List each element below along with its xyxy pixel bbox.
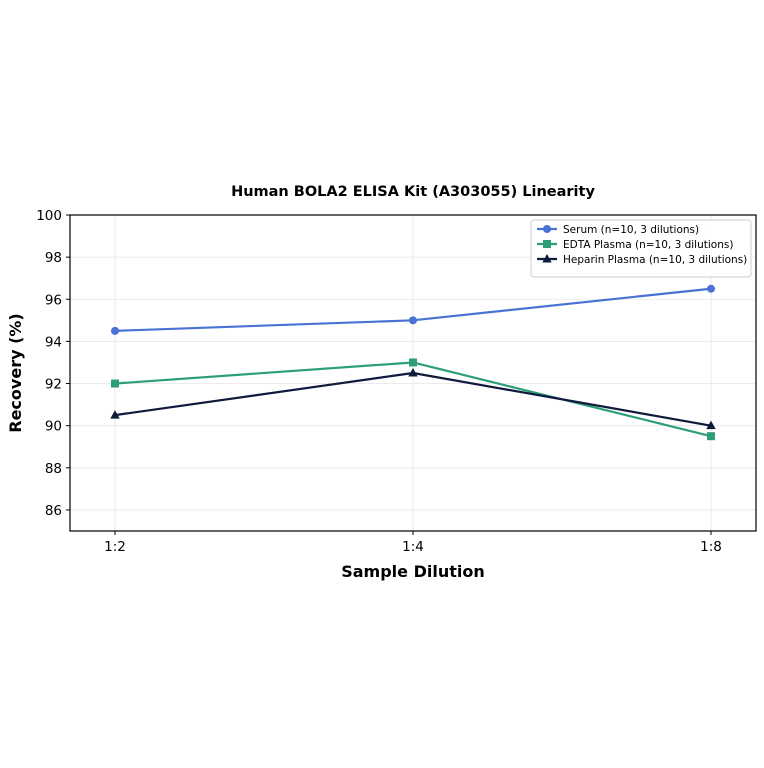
x-tick-label: 1:4 [402, 539, 424, 555]
x-tick-label: 1:8 [700, 539, 722, 555]
y-tick-label: 94 [45, 334, 62, 350]
y-tick-label: 86 [45, 503, 62, 519]
legend-label: Heparin Plasma (n=10, 3 dilutions) [563, 254, 747, 266]
data-point [707, 432, 715, 441]
data-point [409, 358, 417, 367]
legend-box [530, 219, 752, 278]
y-tick-label: 90 [45, 419, 62, 435]
series-3 [110, 368, 716, 430]
y-tick-label: 98 [45, 250, 62, 266]
data-point [111, 326, 119, 335]
data-point [707, 284, 715, 293]
legend: Serum (n=10, 3 dilutions) EDTA Plasma (n=… [530, 219, 752, 278]
y-axis-label: Recovery (%) [6, 313, 25, 432]
data-point [408, 368, 418, 377]
series-2 [111, 358, 715, 441]
y-tick-label: 100 [36, 208, 62, 224]
legend-item: Heparin Plasma (n=10, 3 dilutions) [537, 254, 747, 266]
legend-swatch-marker [543, 240, 551, 248]
legend-item: Serum (n=10, 3 dilutions) [537, 224, 699, 236]
x-axis-label: Sample Dilution [341, 562, 485, 581]
legend-item: EDTA Plasma (n=10, 3 dilutions) [537, 239, 733, 251]
x-tick-label: 1:2 [104, 539, 126, 555]
legend-swatch-marker [543, 225, 551, 233]
chart-title: Human BOLA2 ELISA Kit (A303055) Linearit… [231, 184, 595, 200]
y-tick-label: 88 [45, 461, 62, 477]
data-point [409, 316, 417, 325]
series-1 [111, 284, 715, 335]
y-tick-label: 96 [45, 292, 62, 308]
x-axis-ticks: 1:2 1:4 1:8 [104, 531, 722, 555]
legend-swatch-marker [542, 254, 552, 263]
data-point [110, 410, 120, 419]
series-layer [110, 284, 716, 441]
data-point [706, 420, 716, 430]
data-point [111, 379, 119, 388]
legend-label: EDTA Plasma (n=10, 3 dilutions) [563, 239, 733, 251]
y-axis-ticks: 86 88 90 92 94 96 98 100 [36, 208, 70, 519]
legend-label: Serum (n=10, 3 dilutions) [563, 224, 699, 236]
y-tick-label: 92 [45, 377, 62, 393]
